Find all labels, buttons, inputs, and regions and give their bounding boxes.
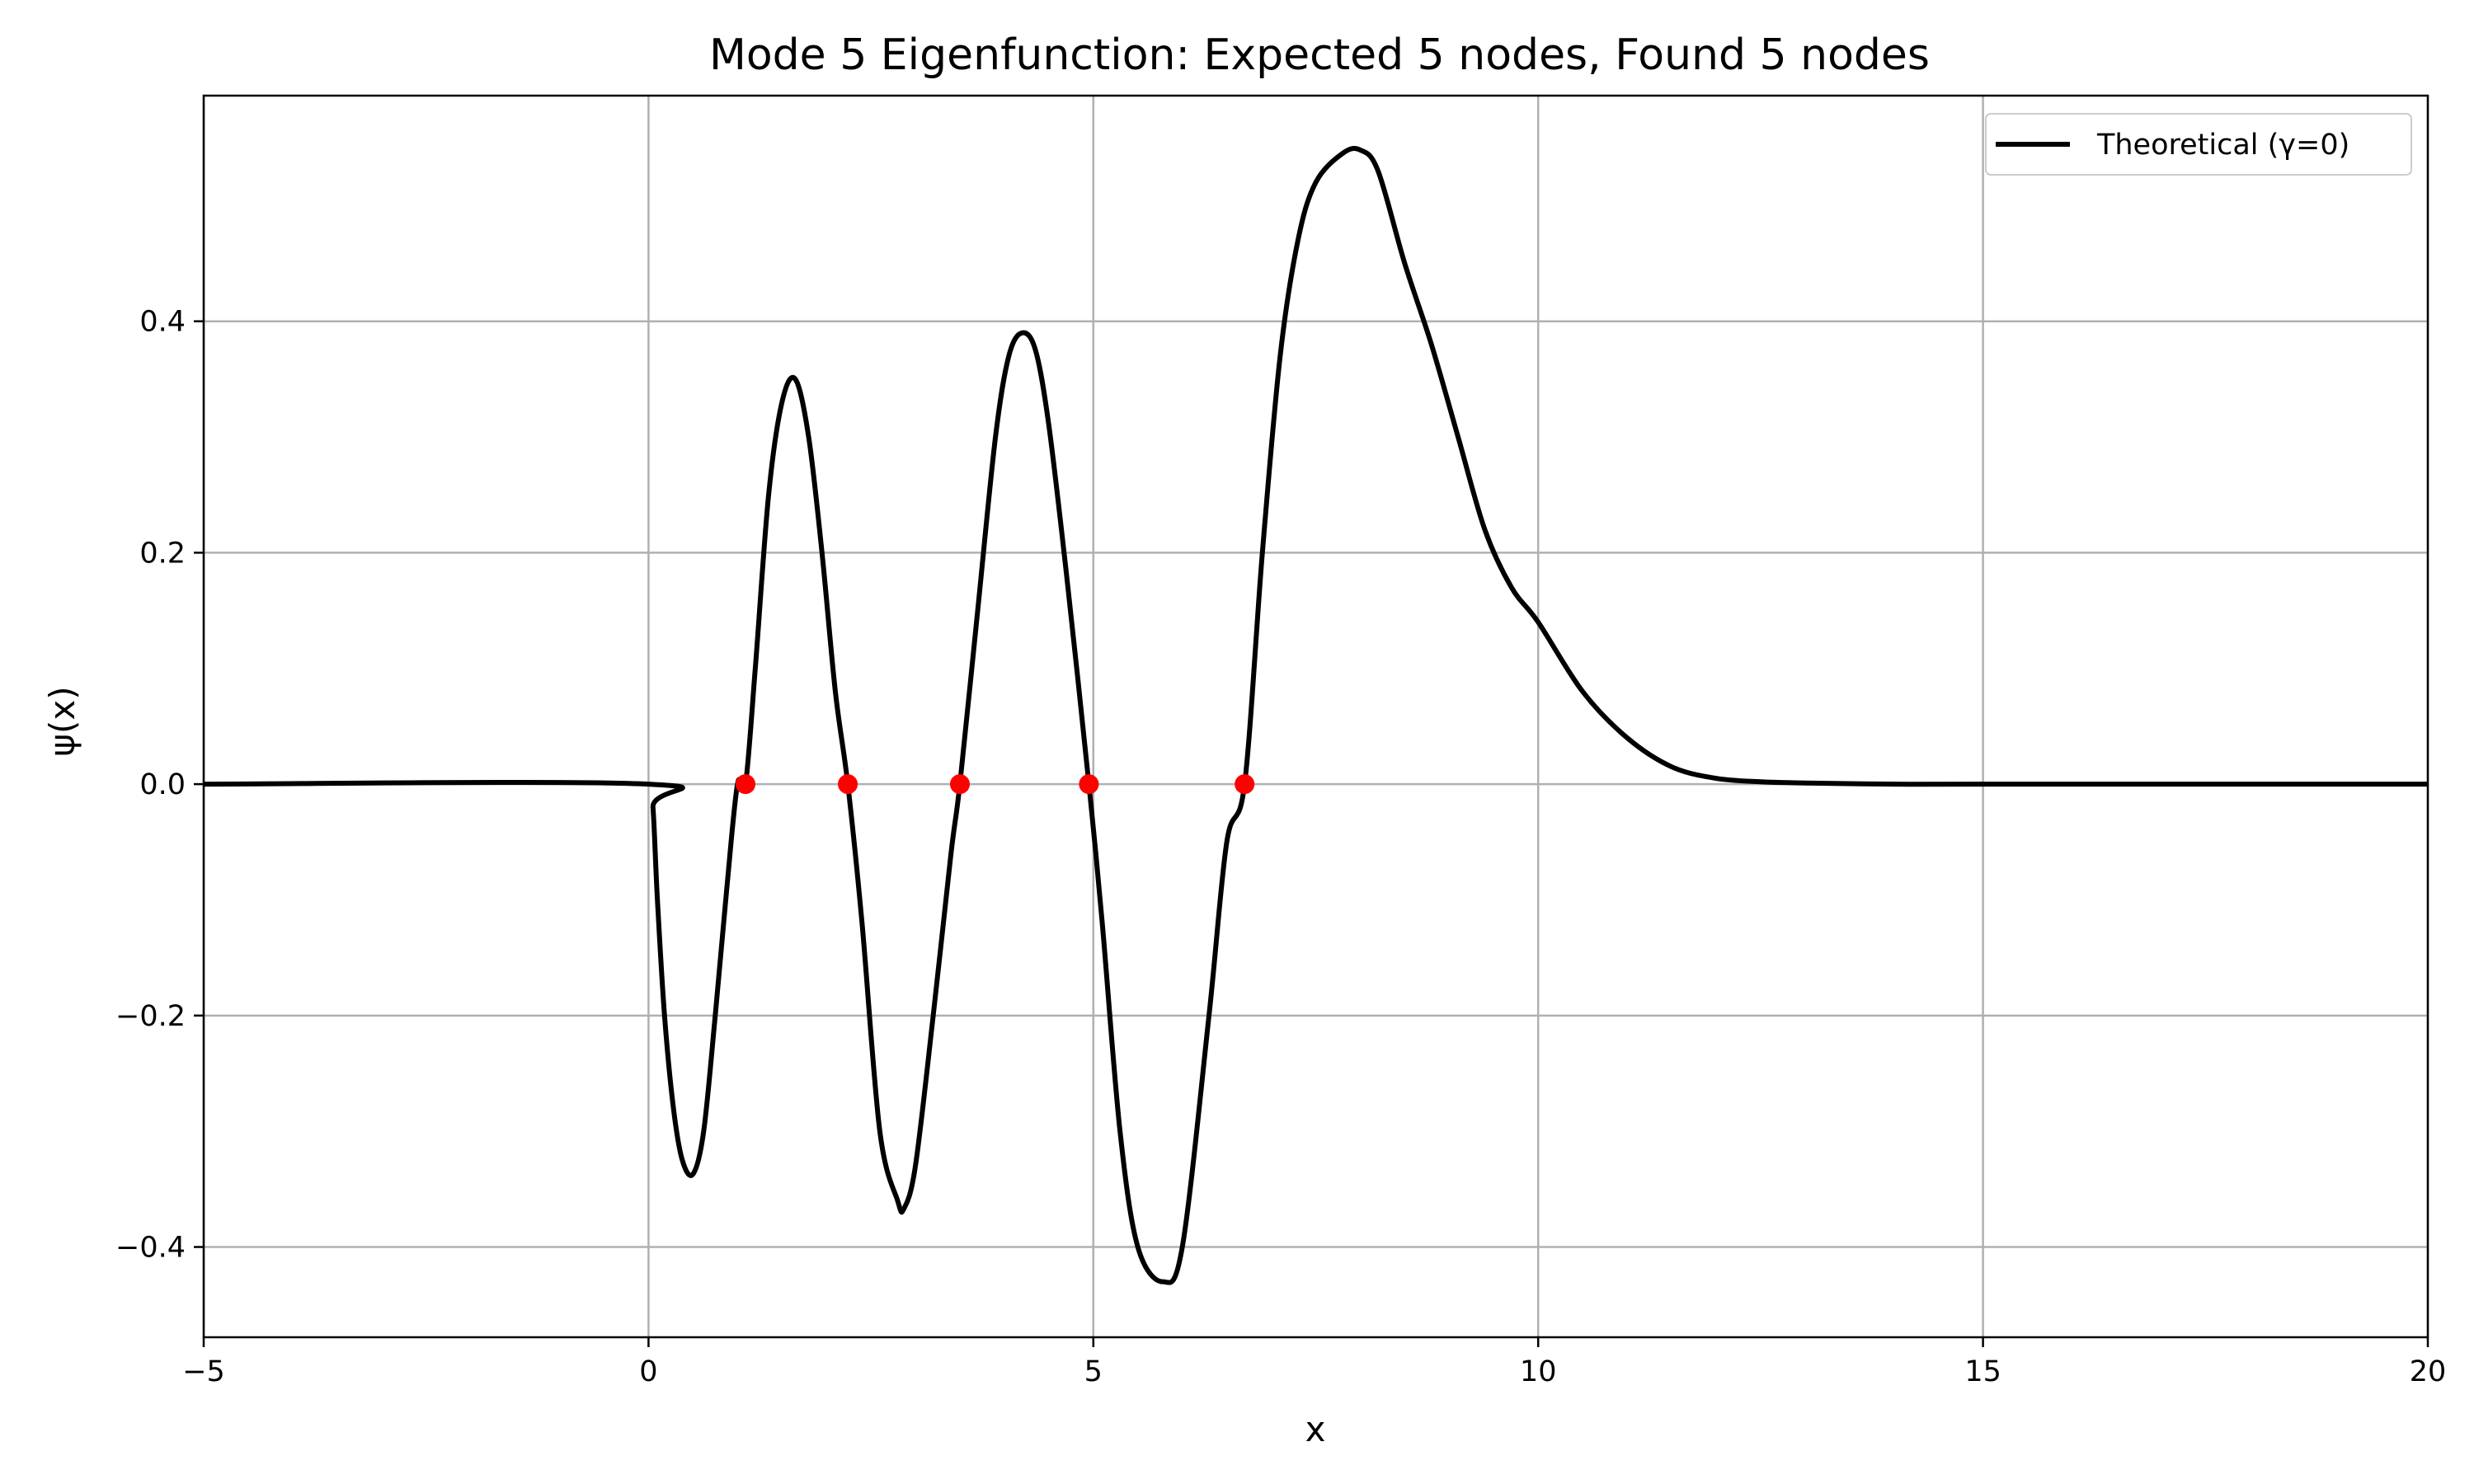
chart-title: Mode 5 Eigenfunction: Expected 5 nodes, …	[709, 31, 1930, 80]
axes-frame	[202, 94, 2429, 1339]
legend-label-theoretical: Theoretical (γ=0)	[2096, 129, 2349, 162]
x-tick-label: 0	[639, 1355, 657, 1388]
legend-box	[1985, 113, 2412, 176]
y-tick-label: 0.2	[139, 537, 186, 570]
legend: Theoretical (γ=0)	[1985, 113, 2412, 176]
node-point	[949, 774, 970, 795]
x-tick-label: 5	[1084, 1355, 1103, 1388]
axis-ticks: −5 0 5 10 15 20 −0.4 −0.2 0.0 0.2 0.4	[115, 306, 2446, 1388]
node-point	[838, 774, 858, 795]
x-tick-label: −5	[182, 1355, 225, 1388]
node-point	[735, 774, 755, 795]
x-tick-label: 15	[1964, 1355, 2001, 1388]
x-tick-label: 10	[1520, 1355, 1557, 1388]
y-tick-label: 0.0	[139, 768, 186, 801]
y-tick-label: 0.4	[139, 306, 186, 339]
plot-area	[204, 146, 2428, 1285]
node-point	[1235, 774, 1255, 795]
series-line-theoretical	[204, 146, 2428, 1285]
x-axis-label: x	[1305, 1409, 1326, 1449]
y-tick-label: −0.2	[115, 1000, 186, 1033]
node-point	[1079, 774, 1099, 795]
y-tick-label: −0.4	[115, 1232, 186, 1265]
x-tick-label: 20	[2410, 1355, 2447, 1388]
y-axis-label: ψ(x)	[42, 686, 82, 756]
